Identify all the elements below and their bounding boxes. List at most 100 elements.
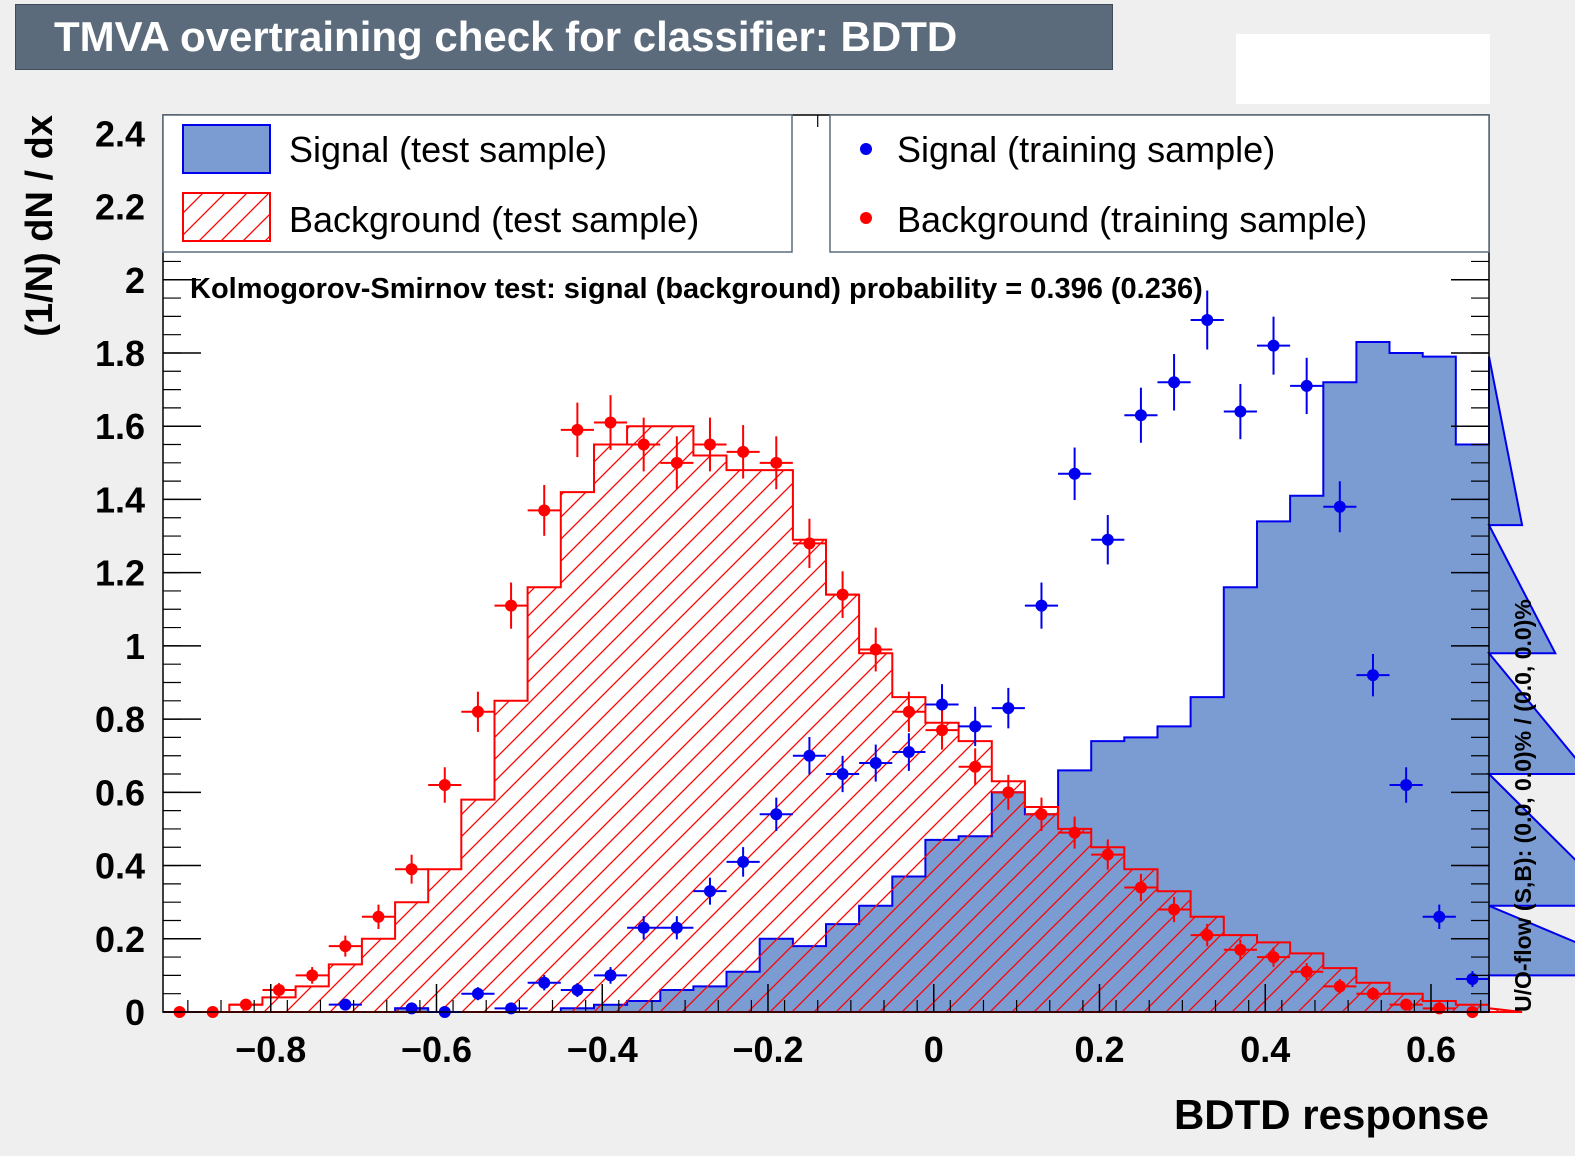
signal-training-points (328, 290, 1489, 1018)
background-test-bars (163, 425, 1523, 1013)
background-train-point (803, 537, 816, 550)
background-train-point (306, 969, 319, 982)
y-tick-label: 0.2 (95, 919, 145, 960)
signal-train-point (1134, 409, 1147, 422)
signal-train-point (737, 855, 750, 868)
y-tick-label: 1.2 (95, 553, 145, 594)
ks-test-text: Kolmogorov-Smirnov test: signal (backgro… (190, 273, 1203, 305)
legend-swatch-background-test (182, 192, 271, 242)
background-train-point (1366, 987, 1379, 1000)
y-tick-label: 1.6 (95, 406, 145, 447)
signal-train-point (571, 984, 584, 997)
legend-label-signal-test: Signal (test sample) (289, 129, 607, 170)
background-train-point (869, 643, 882, 656)
signal-train-point (670, 921, 683, 934)
signal-train-point (1433, 910, 1446, 923)
signal-train-point (969, 720, 982, 733)
stats-box (1236, 34, 1490, 104)
background-train-point (604, 416, 617, 429)
legend-test: Signal (test sample) Background (test sa… (162, 114, 793, 253)
signal-train-point (1101, 533, 1114, 546)
background-train-point (273, 984, 286, 997)
background-train-point (737, 445, 750, 458)
overflow-label: U/O-flow (S,B): (0.0, 0.0)% / (0.0, 0.0)… (1510, 599, 1536, 1012)
signal-train-point (1201, 314, 1214, 327)
background-train-point (936, 724, 949, 737)
plot-border (162, 114, 1490, 1013)
background-train-point (1068, 826, 1081, 839)
background-train-point (1134, 881, 1147, 894)
legend-swatch-signal-test (182, 124, 271, 174)
background-train-point (770, 456, 783, 469)
signal-train-point (1002, 702, 1015, 715)
x-tick-label: −0.2 (732, 1029, 803, 1070)
background-train-point (1300, 965, 1313, 978)
y-tick-label: 1 (125, 626, 145, 667)
background-train-point (969, 760, 982, 773)
signal-train-point (936, 698, 949, 711)
y-tick-label: 2 (125, 260, 145, 301)
background-train-point (902, 705, 915, 718)
legend-label-background-test: Background (test sample) (289, 199, 699, 240)
signal-train-point (339, 998, 352, 1011)
x-tick-label: −0.4 (567, 1029, 638, 1070)
background-train-point (637, 438, 650, 451)
signal-train-point (1300, 379, 1313, 392)
y-tick-label: 2.4 (95, 113, 145, 154)
signal-train-point (1035, 599, 1048, 612)
signal-train-point (1234, 405, 1247, 418)
chart-title: TMVA overtraining check for classifier: … (54, 13, 958, 60)
signal-train-point (1400, 779, 1413, 792)
signal-train-point (471, 987, 484, 1000)
title-banner: TMVA overtraining check for classifier: … (15, 4, 1113, 70)
y-tick-label: 0 (125, 992, 145, 1033)
background-train-point (1400, 998, 1413, 1011)
legend-marker-background-train (860, 212, 872, 224)
background-train-point (471, 705, 484, 718)
background-train-point (836, 588, 849, 601)
background-train-point (1101, 848, 1114, 861)
y-axis: 0 0.2 0.4 0.6 0.8 1 1.2 1.4 1.6 1.8 2 2.2 2.4 (95, 113, 1489, 1033)
x-tick-label: 0 (924, 1029, 944, 1070)
signal-train-point (604, 969, 617, 982)
signal-train-point (538, 976, 551, 989)
y-tick-label: 0.8 (95, 699, 145, 740)
x-tick-label: −0.8 (235, 1029, 306, 1070)
signal-train-point (703, 885, 716, 898)
background-train-point (1234, 943, 1247, 956)
y-tick-label: 2.2 (95, 187, 145, 228)
background-train-point (703, 438, 716, 451)
x-tick-label: 0.6 (1406, 1029, 1456, 1070)
legend-label-background-train: Background (training sample) (897, 199, 1367, 240)
signal-train-point (770, 808, 783, 821)
background-train-point (571, 423, 584, 436)
signal-train-point (1333, 500, 1346, 513)
background-train-point (505, 599, 518, 612)
y-axis-label: (1/N) dN / dx (19, 115, 61, 337)
signal-train-point (637, 921, 650, 934)
background-training-points (163, 395, 1489, 1018)
signal-train-point (836, 768, 849, 781)
x-tick-label: 0.4 (1240, 1029, 1290, 1070)
signal-train-point (1366, 669, 1379, 682)
background-train-point (538, 504, 551, 517)
legend-training: Signal (training sample) Background (tra… (829, 114, 1490, 253)
background-train-point (1333, 980, 1346, 993)
signal-train-point (902, 746, 915, 759)
y-tick-label: 0.6 (95, 772, 145, 813)
signal-train-point (803, 749, 816, 762)
legend-label-signal-train: Signal (training sample) (897, 129, 1275, 170)
y-tick-label: 1.4 (95, 479, 145, 520)
background-train-point (438, 779, 451, 792)
background-train-point (1002, 786, 1015, 799)
background-train-point (1035, 808, 1048, 821)
background-train-point (1267, 951, 1280, 964)
signal-train-point (1466, 973, 1479, 986)
background-train-point (1201, 929, 1214, 942)
signal-train-point (869, 757, 882, 770)
background-train-point (339, 940, 352, 953)
x-tick-label: −0.6 (401, 1029, 472, 1070)
background-train-point (1168, 903, 1181, 916)
signal-train-point (1068, 467, 1081, 480)
